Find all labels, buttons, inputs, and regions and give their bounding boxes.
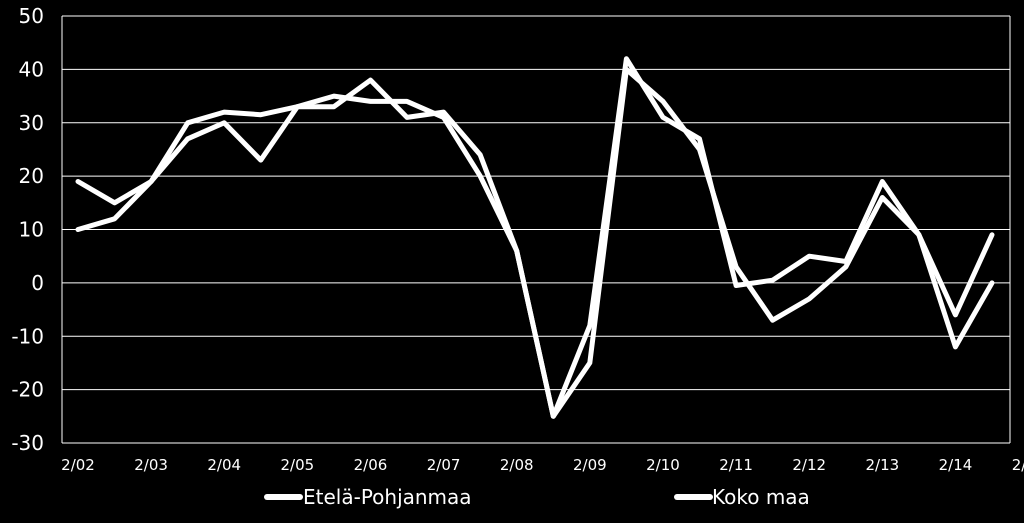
x-tick-label: 2/14 (939, 456, 973, 474)
y-axis-ticks: -30 -20 -10 0 10 20 30 40 50 (11, 4, 44, 455)
y-tick-label: 50 (19, 4, 44, 28)
series-line-etela-pohjanmaa (75, 56, 995, 419)
x-tick-label: 2/06 (354, 456, 388, 474)
series-lines (75, 56, 995, 419)
x-tick-label: 2/09 (573, 456, 607, 474)
x-tick-label: 2/10 (646, 456, 680, 474)
y-tick-label: 30 (19, 111, 44, 135)
legend-label-etela-pohjanmaa: Etelä-Pohjanmaa (303, 485, 472, 509)
x-tick-label: 2/15 (1012, 456, 1024, 474)
y-tick-label: 0 (31, 271, 44, 295)
x-tick-label: 2/04 (207, 456, 241, 474)
x-tick-label: 2/02 (61, 456, 95, 474)
series-line-koko-maa (75, 66, 995, 419)
y-tick-label: 40 (19, 57, 44, 81)
x-tick-label: 2/05 (281, 456, 315, 474)
y-tick-label: -10 (11, 324, 44, 348)
x-tick-label: 2/11 (719, 456, 753, 474)
y-tick-label: 20 (19, 164, 44, 188)
legend: Etelä-Pohjanmaa Koko maa (264, 485, 810, 509)
x-tick-label: 2/13 (865, 456, 899, 474)
x-axis-ticks: 2/02 2/03 2/04 2/05 2/06 2/07 2/08 2/09 2/10 2/11… (61, 456, 1024, 474)
y-tick-label: -20 (11, 378, 44, 402)
x-tick-label: 2/03 (134, 456, 168, 474)
y-tick-label: -30 (11, 431, 44, 455)
legend-label-koko-maa: Koko maa (712, 485, 810, 509)
x-tick-label: 2/12 (792, 456, 826, 474)
x-tick-label: 2/08 (500, 456, 534, 474)
x-tick-label: 2/07 (427, 456, 461, 474)
y-tick-label: 10 (19, 218, 44, 242)
